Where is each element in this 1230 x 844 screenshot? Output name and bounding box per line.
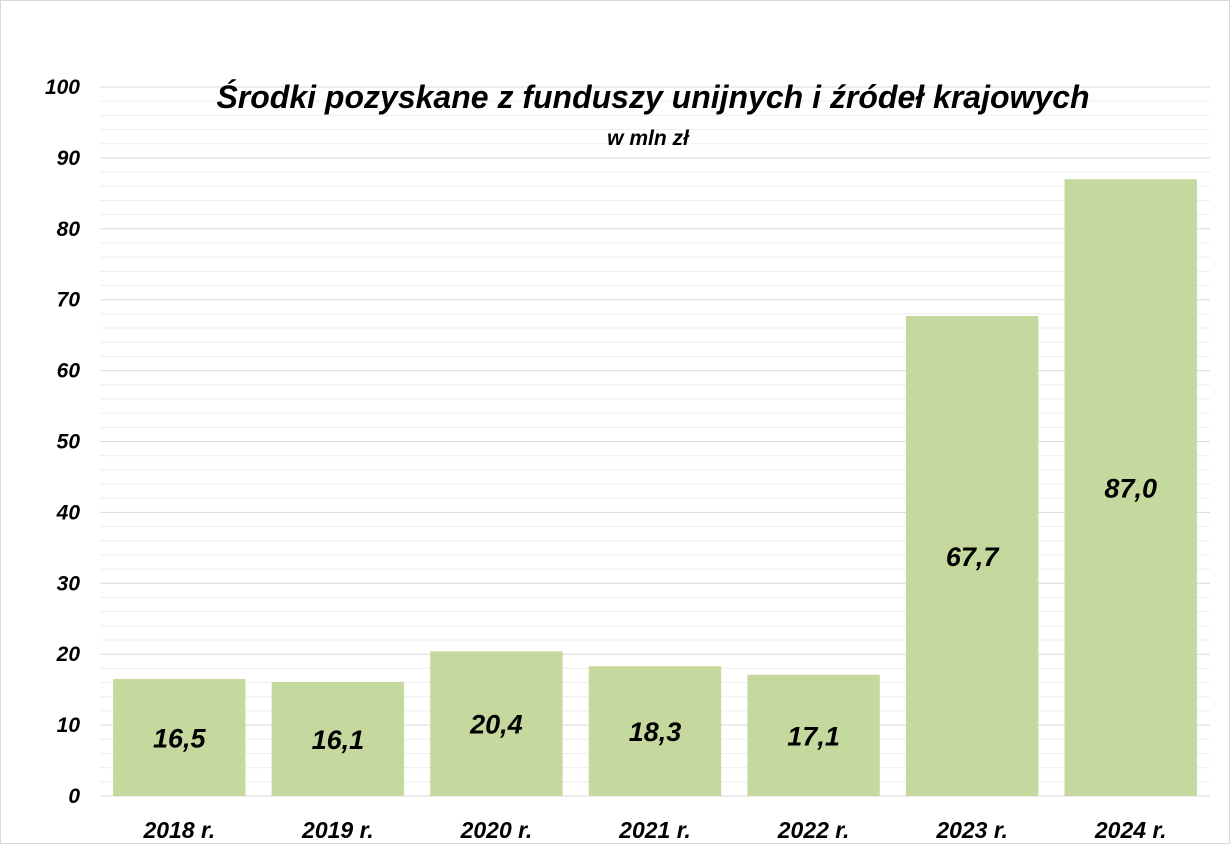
bar [1064,179,1197,797]
data-label: 16,1 [312,725,365,755]
x-tick-label: 2022 r. [777,817,850,843]
y-tick-label: 0 [68,785,80,808]
data-label: 20,4 [469,710,523,740]
y-tick-label: 30 [57,572,81,595]
y-tick-label: 40 [56,501,81,524]
y-axis-ticks: 0 10 20 30 40 50 60 70 80 90 100 [45,76,80,808]
bar [747,674,880,796]
data-label: 17,1 [787,721,840,751]
data-label: 67,7 [946,542,1001,572]
bar [905,316,1039,796]
chart-title: Środki pozyskane z funduszy unijnych i ź… [216,79,1089,115]
x-tick-label: 2021 r. [618,817,691,843]
x-tick-label: 2023 r. [935,817,1008,843]
x-tick-label: 2020 r. [460,817,533,843]
x-axis-ticks: 2018 r. 2019 r. 2020 r. 2021 r. 2022 r. 2023 … [142,817,1166,843]
data-labels: 16,5 16,1 20,4 18,3 17,1 67,7 87,0 [153,474,1157,755]
y-tick-label: 20 [56,643,81,666]
chart-subtitle: w mln zł [607,127,690,150]
y-tick-label: 70 [57,289,81,312]
bars [113,179,1197,797]
bar [588,666,722,796]
bar [430,651,563,796]
y-tick-label: 80 [57,218,81,241]
x-tick-label: 2018 r. [142,817,215,843]
y-tick-label: 50 [57,431,81,454]
x-tick-label: 2019 r. [301,817,374,843]
y-tick-label: 10 [57,714,81,737]
y-tick-label: 100 [45,76,80,99]
data-label: 18,3 [629,717,682,747]
data-label: 87,0 [1104,474,1157,504]
data-label: 16,5 [153,724,207,754]
bar [271,681,405,796]
bar [113,679,246,796]
x-tick-label: 2024 r. [1094,817,1167,843]
y-tick-label: 60 [57,360,81,383]
y-tick-label: 90 [57,147,81,170]
